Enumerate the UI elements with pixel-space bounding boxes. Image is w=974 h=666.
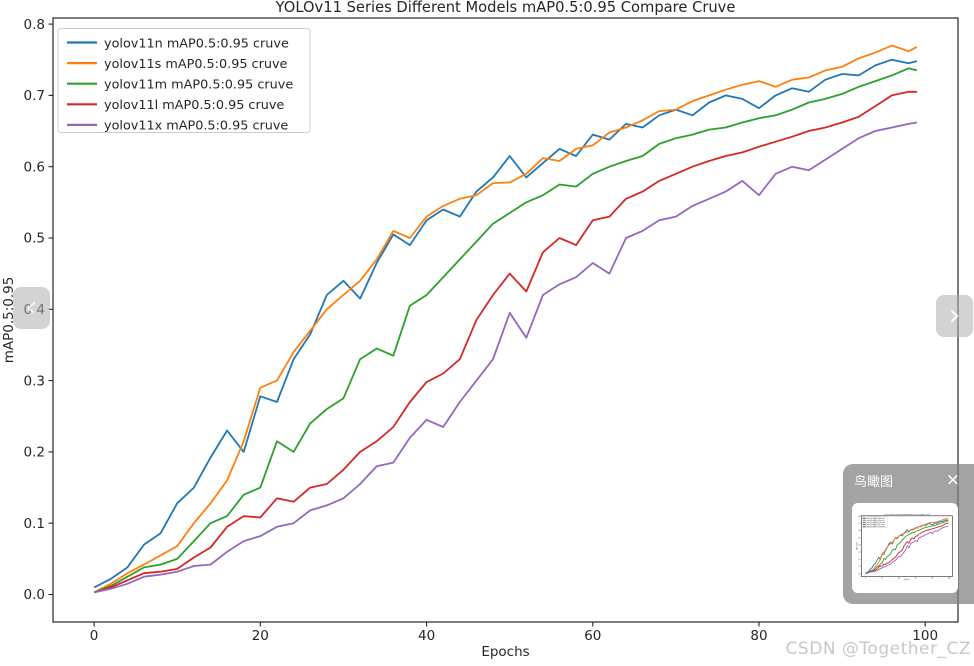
series-line-1 [865,518,949,574]
birdseye-thumbnail[interactable]: 0 20 40 60 80 100 Epochs 0.0 0.1 0.2 0.3 0.4 0.5 0.6 0… [852,503,958,593]
x-axis-label: Epochs [904,579,909,581]
svg-text:yolov11m mAP0.5:0.95 cruve: yolov11m mAP0.5:0.95 cruve [104,78,293,93]
svg-text:0.8: 0.8 [858,516,860,518]
prev-button[interactable]: ‹ [13,287,50,329]
series-line-2 [93,67,918,594]
plot-border [861,515,953,577]
svg-text:100: 100 [948,577,951,579]
series-line-0 [865,519,949,574]
legend: yolov11n mAP0.5:0.95 cruve yolov11s mAP0.… [57,28,311,134]
series-line-3 [865,522,949,575]
series-line-0 [93,58,918,589]
svg-text:0.1: 0.1 [858,566,860,568]
x-axis: 0 20 40 60 80 100 Epochs [865,576,951,581]
svg-text:0.1: 0.1 [24,516,45,532]
svg-text:0: 0 [90,628,99,644]
svg-text:20: 20 [881,577,883,579]
y-axis-label: mAP0.5:0.95 [856,542,858,551]
svg-text:100: 100 [912,628,938,644]
svg-text:40: 40 [898,577,900,579]
svg-text:0.2: 0.2 [858,559,860,561]
chart-title: YOLOv11 Series Different Models mAP0.5:0… [884,514,930,516]
series-line-4 [865,525,949,575]
series-line-4 [93,121,918,594]
series-line-2 [865,520,949,575]
svg-text:0.3: 0.3 [858,552,860,554]
svg-text:0.7: 0.7 [858,523,860,525]
svg-text:yolov11n mAP0.5:0.95 cruve: yolov11n mAP0.5:0.95 cruve [104,36,289,51]
svg-text:80: 80 [932,577,934,579]
x-axis-label: Epochs [481,644,529,660]
y-axis: 0.0 0.1 0.2 0.3 0.4 0.5 0.6 0.7 0.8 mAP0.5:0.95 [856,516,862,575]
chevron-right-icon: › [948,298,961,333]
svg-text:0: 0 [865,577,866,579]
series-line-1 [93,44,918,594]
next-button[interactable]: › [936,295,973,337]
svg-text:0.0: 0.0 [24,587,45,603]
birdseye-mini-chart: 0 20 40 60 80 100Epochs0.00.10.20.30.40.50.60… [856,514,953,581]
svg-text:60: 60 [915,577,917,579]
svg-text:0.8: 0.8 [24,17,45,33]
svg-text:0.0: 0.0 [858,573,860,575]
svg-text:0.2: 0.2 [24,445,45,461]
x-axis: 0 20 40 60 80 100 Epochs [90,622,938,660]
svg-text:yolov11s mAP0.5:0.95 cruve: yolov11s mAP0.5:0.95 cruve [104,57,288,72]
svg-text:0.4: 0.4 [858,545,860,547]
birdseye-title: 鸟瞰图 [854,475,894,490]
svg-text:0.5: 0.5 [858,537,860,539]
series-line-3 [93,90,917,594]
svg-text:60: 60 [584,628,601,644]
svg-text:yolov11l mAP0.5:0.95 cruve: yolov11l mAP0.5:0.95 cruve [104,98,284,113]
birdseye-header: 鸟瞰图 × [843,464,974,494]
svg-text:80: 80 [750,628,767,644]
svg-text:40: 40 [418,628,435,644]
watermark: CSDN @Together_CZ [785,639,971,659]
svg-text:20: 20 [252,628,269,644]
svg-text:0.3: 0.3 [24,373,45,389]
svg-text:0.5: 0.5 [24,231,45,247]
svg-text:0.7: 0.7 [24,88,45,104]
svg-text:yolov11x mAP0.5:0.95 cruve: yolov11x mAP0.5:0.95 cruve [104,119,288,134]
birdseye-panel: 鸟瞰图 × 0 20 40 60 80 100 Epochs 0.0 0.1 0.2 0.3 0.4 0… [843,464,974,604]
svg-text:0.6: 0.6 [858,530,860,532]
close-icon[interactable]: × [945,470,960,490]
chevron-left-icon: ‹ [25,290,38,325]
chart-title: YOLOv11 Series Different Models mAP0.5:0… [275,0,736,16]
svg-text:0.6: 0.6 [24,159,45,175]
